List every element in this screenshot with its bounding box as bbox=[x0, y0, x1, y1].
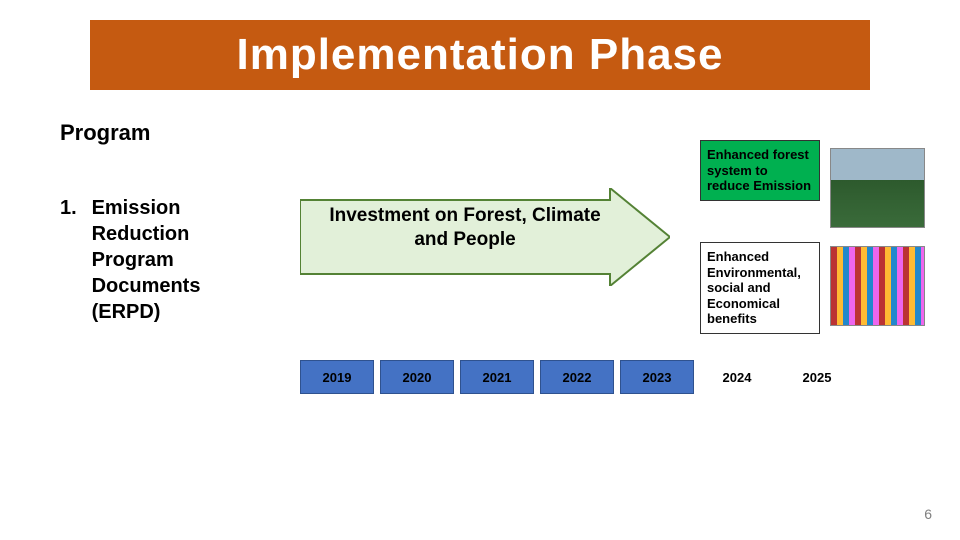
program-item-1: 1. Emission Reduction Program Documents … bbox=[60, 195, 280, 325]
timeline-year: 2024 bbox=[700, 360, 774, 394]
timeline-year: 2025 bbox=[780, 360, 854, 394]
timeline-year: 2021 bbox=[460, 360, 534, 394]
page-number: 6 bbox=[924, 506, 932, 522]
outcome-box-benefits: Enhanced Environmental, social and Econo… bbox=[700, 242, 820, 334]
item-text: Emission Reduction Program Documents (ER… bbox=[92, 195, 272, 325]
people-image bbox=[830, 246, 925, 326]
timeline: 2019 2020 2021 2022 2023 2024 2025 bbox=[300, 360, 854, 394]
slide-title: Implementation Phase bbox=[90, 20, 870, 90]
timeline-year: 2020 bbox=[380, 360, 454, 394]
timeline-year: 2022 bbox=[540, 360, 614, 394]
outcome-box-forest: Enhanced forest system to reduce Emissio… bbox=[700, 140, 820, 201]
timeline-year: 2023 bbox=[620, 360, 694, 394]
program-heading: Program bbox=[60, 120, 150, 146]
timeline-year: 2019 bbox=[300, 360, 374, 394]
investment-arrow: Investment on Forest, Climate and People bbox=[300, 188, 670, 286]
item-number: 1. bbox=[60, 195, 86, 221]
forest-image bbox=[830, 148, 925, 228]
arrow-label: Investment on Forest, Climate and People bbox=[320, 204, 610, 252]
